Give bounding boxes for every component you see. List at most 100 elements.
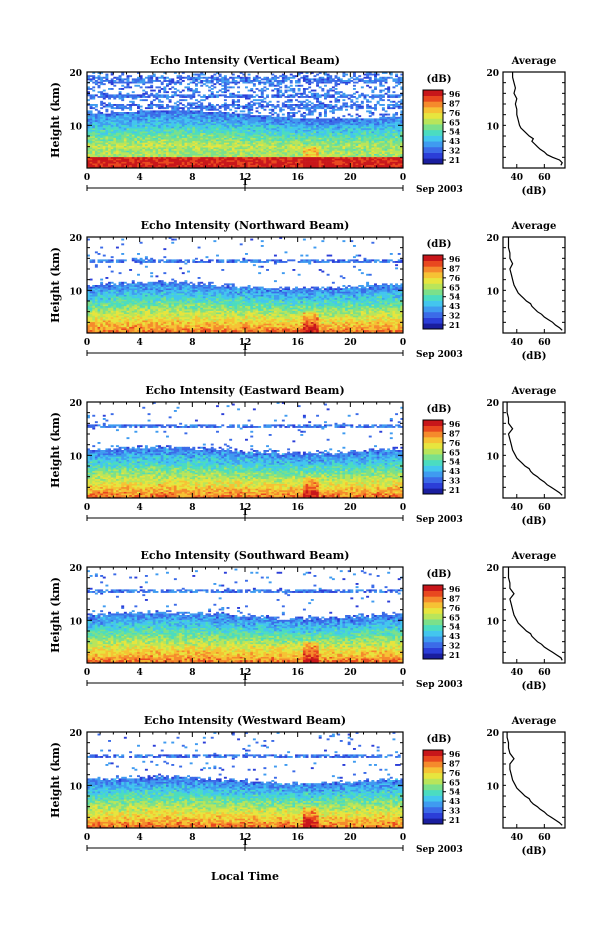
heatmap-cell	[274, 85, 277, 87]
heatmap-cell	[169, 88, 172, 90]
heatmap-cell	[350, 118, 353, 120]
heatmap-cell	[184, 110, 187, 112]
heatmap-cell	[337, 107, 340, 109]
heatmap-cell	[253, 91, 256, 93]
heatmap-cell	[366, 85, 369, 87]
heatmap-cell	[182, 90, 185, 92]
heatmap-cell	[285, 85, 288, 87]
heatmap-cell	[324, 104, 327, 106]
heatmap-cell	[166, 91, 169, 93]
heatmap-cell	[279, 107, 282, 109]
heatmap-cell	[329, 118, 332, 120]
heatmap-cell	[258, 90, 261, 92]
heatmap-cell	[250, 101, 253, 103]
heatmap-cell	[98, 96, 101, 98]
heatmap-cell	[300, 93, 303, 95]
heatmap-cell	[369, 96, 372, 98]
heatmap-cell	[174, 102, 177, 104]
heatmap-cell	[335, 91, 338, 93]
heatmap-cell	[127, 112, 130, 114]
heatmap-cell	[129, 104, 132, 106]
heatmap-cell	[240, 106, 243, 108]
heatmap-cell	[208, 94, 211, 96]
heatmap-cell	[269, 109, 272, 111]
heatmap-cell	[227, 86, 230, 88]
heatmap-cell	[353, 88, 356, 90]
heatmap-cell	[124, 106, 127, 108]
heatmap-cell	[224, 99, 227, 101]
heatmap-cell	[237, 104, 240, 106]
heatmap-cell	[142, 99, 145, 101]
heatmap-cell	[342, 93, 345, 95]
heatmap-cell	[108, 94, 111, 96]
heatmap-cell	[364, 118, 367, 120]
heatmap-cell	[337, 83, 340, 85]
heatmap-cell	[111, 88, 114, 90]
heatmap-cell	[150, 110, 153, 112]
heatmap-cell	[105, 93, 108, 95]
heatmap-cell	[132, 91, 135, 93]
heatmap-cell	[263, 101, 266, 103]
heatmap-cell	[221, 112, 224, 114]
heatmap-cell	[213, 94, 216, 96]
heatmap-cell	[127, 93, 130, 95]
heatmap-cell	[184, 99, 187, 101]
heatmap-cell	[224, 94, 227, 96]
heatmap-cell	[342, 118, 345, 120]
heatmap-cell	[237, 114, 240, 116]
heatmap-cell	[277, 88, 280, 90]
heatmap-cell	[92, 107, 95, 109]
heatmap-cell	[211, 112, 214, 114]
heatmap-cell	[329, 110, 332, 112]
heatmap-cell	[119, 112, 122, 114]
heatmap-cell	[166, 94, 169, 96]
heatmap-cell	[287, 94, 290, 96]
heatmap-cell	[227, 104, 230, 106]
heatmap-cell	[221, 104, 224, 106]
heatmap-cell	[158, 86, 161, 88]
heatmap-cell	[379, 90, 382, 92]
heatmap-cell	[263, 115, 266, 117]
heatmap-cell	[387, 104, 390, 106]
heatmap-cell	[224, 102, 227, 104]
heatmap-cell	[374, 118, 377, 120]
heatmap-cell	[158, 104, 161, 106]
heatmap-cell	[253, 83, 256, 85]
heatmap-cell	[366, 99, 369, 101]
heatmap-cell	[229, 93, 232, 95]
heatmap-cell	[174, 106, 177, 108]
heatmap-cell	[303, 104, 306, 106]
heatmap-cell	[250, 115, 253, 117]
heatmap-cell	[95, 94, 98, 96]
heatmap-cell	[282, 93, 285, 95]
heatmap-cell	[169, 110, 172, 112]
heatmap-cell	[158, 90, 161, 92]
heatmap-cell	[250, 112, 253, 114]
heatmap-cell	[277, 114, 280, 116]
heatmap-cell	[274, 94, 277, 96]
heatmap-cell	[229, 104, 232, 106]
heatmap-cell	[321, 94, 324, 96]
heatmap-cell	[298, 88, 301, 90]
heatmap-cell	[311, 106, 314, 108]
heatmap-cell	[132, 112, 135, 114]
heatmap-cell	[306, 114, 309, 116]
heatmap-cell	[237, 86, 240, 88]
heatmap-cell	[195, 102, 198, 104]
heatmap-cell	[163, 94, 166, 96]
heatmap-cell	[274, 117, 277, 119]
heatmap-cell	[382, 94, 385, 96]
heatmap-cell	[313, 90, 316, 92]
heatmap-cell	[216, 112, 219, 114]
heatmap-cell	[161, 104, 164, 106]
heatmap-cell	[306, 99, 309, 101]
heatmap-cell	[192, 110, 195, 112]
heatmap-cell	[390, 104, 393, 106]
heatmap-cell	[129, 101, 132, 103]
heatmap-cell	[369, 110, 372, 112]
heatmap-cell	[398, 94, 401, 96]
heatmap-cell	[256, 88, 259, 90]
heatmap-cell	[390, 101, 393, 103]
heatmap-cell	[140, 86, 143, 88]
heatmap-cell	[292, 112, 295, 114]
